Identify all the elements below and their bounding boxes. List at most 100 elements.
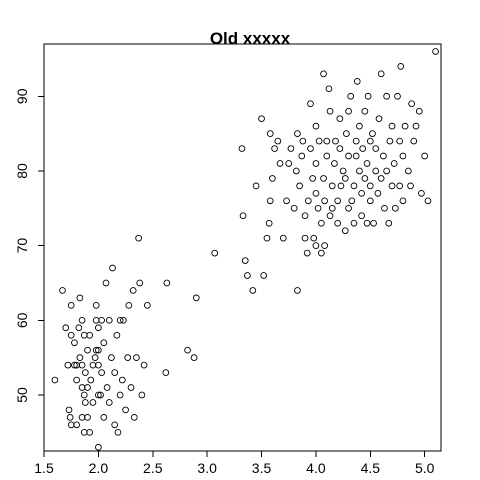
data-point [383,167,390,175]
data-point [348,197,356,205]
data-point [356,167,363,175]
y-tick-label: 80 [14,163,30,179]
data-point [84,384,91,391]
data-point [363,160,371,167]
x-axis: 1.5 2.0 2.5 3.0 3.5 4.0 4.5 5.0 [34,451,435,476]
data-point [396,182,404,190]
data-point [211,249,219,257]
data-point [122,406,129,414]
data-point [298,152,306,160]
data-point [314,204,322,212]
data-point [109,264,116,272]
data-point [92,316,100,324]
data-point [98,369,105,376]
data-point [78,361,86,369]
data-point [64,361,72,369]
data-point [95,324,102,332]
data-point [130,414,138,421]
data-point [65,406,73,414]
data-point [89,399,97,406]
data-point [67,331,75,339]
data-point [75,324,83,332]
x-tick-label: 2.5 [143,460,163,476]
data-point [345,152,352,160]
data-point [100,414,108,421]
data-point [192,294,200,302]
data-point [323,152,331,160]
data-point [279,234,287,242]
data-point [399,197,407,205]
data-point [269,175,276,182]
x-tick-label: 3.5 [252,460,272,476]
data-point [366,137,374,145]
data-point [307,100,314,108]
x-tick-label: 4.5 [361,460,381,476]
data-point [78,316,86,324]
data-point [339,167,347,175]
data-point [249,287,257,294]
data-point [386,137,394,145]
data-point [89,361,97,369]
data-point [113,331,121,339]
data-point [184,346,191,354]
data-point [105,399,113,406]
data-point [410,137,418,145]
data-point [138,391,146,399]
data-point [408,100,415,108]
data-point [266,130,274,137]
data-point [350,219,358,227]
data-point [252,182,260,190]
data-point [380,152,387,160]
data-point [266,197,274,205]
data-point [303,249,311,257]
data-point [397,63,405,70]
data-point [239,212,247,220]
data-point [353,77,361,85]
data-point [375,115,383,123]
data-points [51,48,439,451]
data-point [352,137,360,145]
data-point [310,234,318,242]
data-point [86,331,94,339]
data-point [190,354,198,362]
data-point [352,152,360,160]
data-point [394,92,401,100]
data-point [364,92,372,100]
data-point [332,137,339,145]
data-point [111,369,119,376]
data-point [407,182,414,190]
data-point [358,212,365,220]
data-point [374,190,382,197]
data-point [304,197,312,205]
data-point [301,212,309,220]
data-point [103,384,111,391]
data-point [127,384,135,391]
data-point [343,130,350,137]
data-point [385,219,393,227]
data-point [363,219,371,227]
data-point [292,167,300,175]
data-point [396,137,404,145]
chart-title: Old xxxxx [210,29,291,48]
data-point [66,414,74,421]
data-point [73,376,80,384]
data-point [358,190,365,197]
data-point [312,122,320,130]
data-point [241,257,249,264]
data-point [421,152,429,160]
data-point [356,122,363,130]
data-point [336,115,344,123]
data-point [287,145,295,152]
x-tick-label: 2.0 [89,460,109,476]
data-point [276,160,284,167]
data-point [312,242,320,249]
data-point [312,190,320,197]
y-tick-label: 60 [14,312,30,328]
data-point [328,182,336,190]
data-point [388,122,396,130]
data-point [320,70,327,78]
data-point [401,122,409,130]
data-point [71,361,78,369]
data-point [283,197,290,205]
data-point [80,391,88,399]
